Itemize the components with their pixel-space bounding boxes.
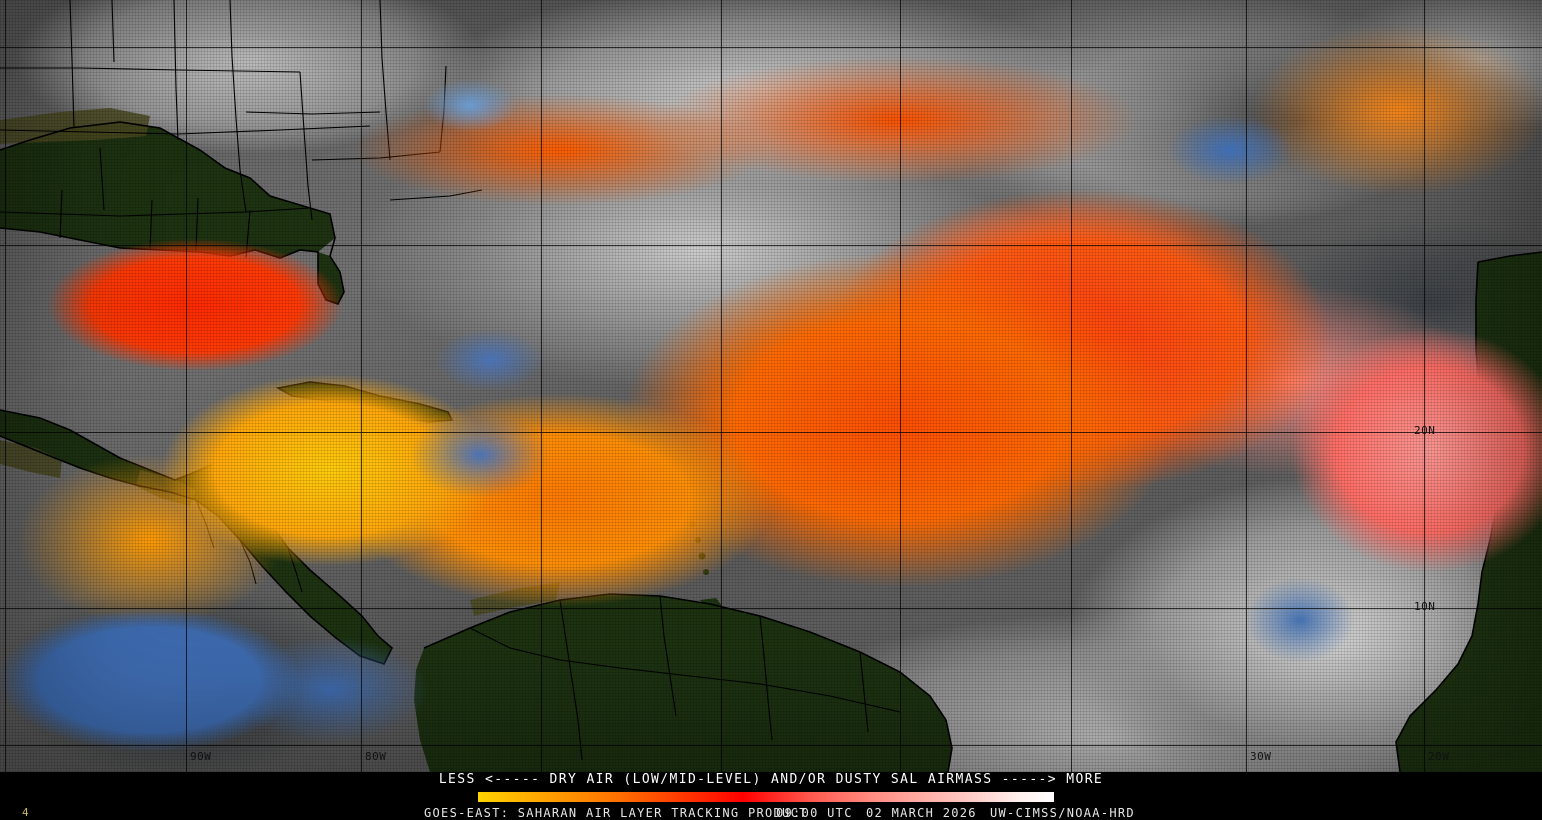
- longitude-label-20w: 20W: [1428, 750, 1450, 763]
- meridian-line: [361, 0, 362, 772]
- satellite-label: GOES-EAST:: [424, 806, 510, 820]
- meridian-line: [900, 0, 901, 772]
- parallel-line: [0, 432, 1542, 433]
- meridian-line: [186, 0, 187, 772]
- meridian-line: [1071, 0, 1072, 772]
- meridian-line: [541, 0, 542, 772]
- meridian-line: [5, 0, 6, 772]
- date-label: 02 MARCH 2026: [866, 806, 977, 820]
- longitude-label-30w: 30W: [1250, 750, 1272, 763]
- parallel-line: [0, 47, 1542, 48]
- latitude-label-20n: 20N: [1414, 424, 1436, 437]
- latitude-label-10n: 10N: [1414, 600, 1436, 613]
- meridian-line: [721, 0, 722, 772]
- parallel-line: [0, 608, 1542, 609]
- deep-convection-mask-layer: [0, 0, 1542, 772]
- longitude-label-90w: 90W: [190, 750, 212, 763]
- product-title: GOES-EAST: SAHARAN AIR LAYER TRACKING PR…: [424, 806, 808, 820]
- colorbar-caption: LESS <----- DRY AIR (LOW/MID-LEVEL) AND/…: [438, 772, 1104, 787]
- meridian-line: [1246, 0, 1247, 772]
- product-name-label: SAHARAN AIR LAYER TRACKING PRODUCT: [517, 806, 808, 820]
- parallel-line: [0, 745, 1542, 746]
- map-vignette: [0, 0, 1542, 772]
- parallel-line: [0, 245, 1542, 246]
- metadata-line: GOES-EAST: SAHARAN AIR LAYER TRACKING PR…: [0, 806, 1542, 820]
- product-footer: LESS <----- DRY AIR (LOW/MID-LEVEL) AND/…: [0, 772, 1542, 820]
- longitude-label-80w: 80W: [365, 750, 387, 763]
- meridian-line: [1424, 0, 1425, 772]
- satellite-map[interactable]: 90W 80W 30W 20W 20N 10N: [0, 0, 1542, 772]
- dust-intensity-colorbar: [478, 792, 1054, 802]
- credit-label: UW-CIMSS/NOAA-HRD: [990, 806, 1135, 820]
- frame-number-label: 4: [22, 806, 29, 819]
- timestamp-label: 09:00 UTC: [776, 806, 853, 820]
